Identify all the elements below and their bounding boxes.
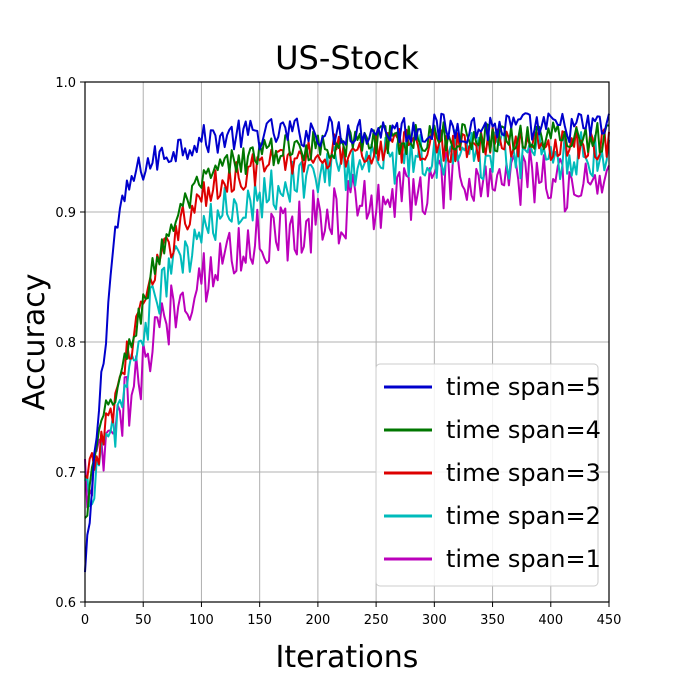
legend-label: time span=5 bbox=[446, 373, 601, 401]
x-tick-label: 100 bbox=[189, 613, 214, 628]
y-tick-label: 0.9 bbox=[55, 206, 76, 221]
y-tick-label: 0.8 bbox=[55, 336, 76, 351]
series-line-4 bbox=[84, 129, 610, 508]
legend-box bbox=[375, 363, 599, 587]
x-axis-label: Iterations bbox=[276, 640, 419, 675]
x-tick-label: 300 bbox=[422, 613, 447, 628]
y-tick-label: 0.6 bbox=[55, 596, 76, 611]
series-line-5 bbox=[84, 147, 610, 509]
x-tick-label: 0 bbox=[81, 613, 89, 628]
x-tick-label: 450 bbox=[597, 613, 622, 628]
legend-label: time span=1 bbox=[446, 545, 601, 573]
x-tick-label: 400 bbox=[538, 613, 563, 628]
y-tick-label: 0.7 bbox=[55, 466, 76, 481]
series-line-1 bbox=[84, 112, 610, 573]
legend-label: time span=4 bbox=[446, 416, 601, 444]
legend: time span=5 time span=4 time span=3 time sp… bbox=[375, 363, 601, 587]
x-tick-label: 50 bbox=[135, 613, 152, 628]
legend-label: time span=3 bbox=[446, 459, 601, 487]
legend-label: time span=2 bbox=[446, 502, 601, 530]
x-tick-label: 150 bbox=[247, 613, 272, 628]
y-tick-label: 1.0 bbox=[55, 76, 76, 91]
x-tick-label: 350 bbox=[480, 613, 505, 628]
x-tick-label: 200 bbox=[305, 613, 330, 628]
x-tick-label: 250 bbox=[364, 613, 389, 628]
series-lines bbox=[84, 112, 610, 573]
axis-ticks: 0 50 100 150 200 250 300 350 400 450 0.6 0.7 0.8 0.9 1… bbox=[55, 76, 621, 628]
chart-title: US-Stock bbox=[275, 39, 419, 77]
y-axis-label: Accuracy bbox=[17, 274, 52, 411]
